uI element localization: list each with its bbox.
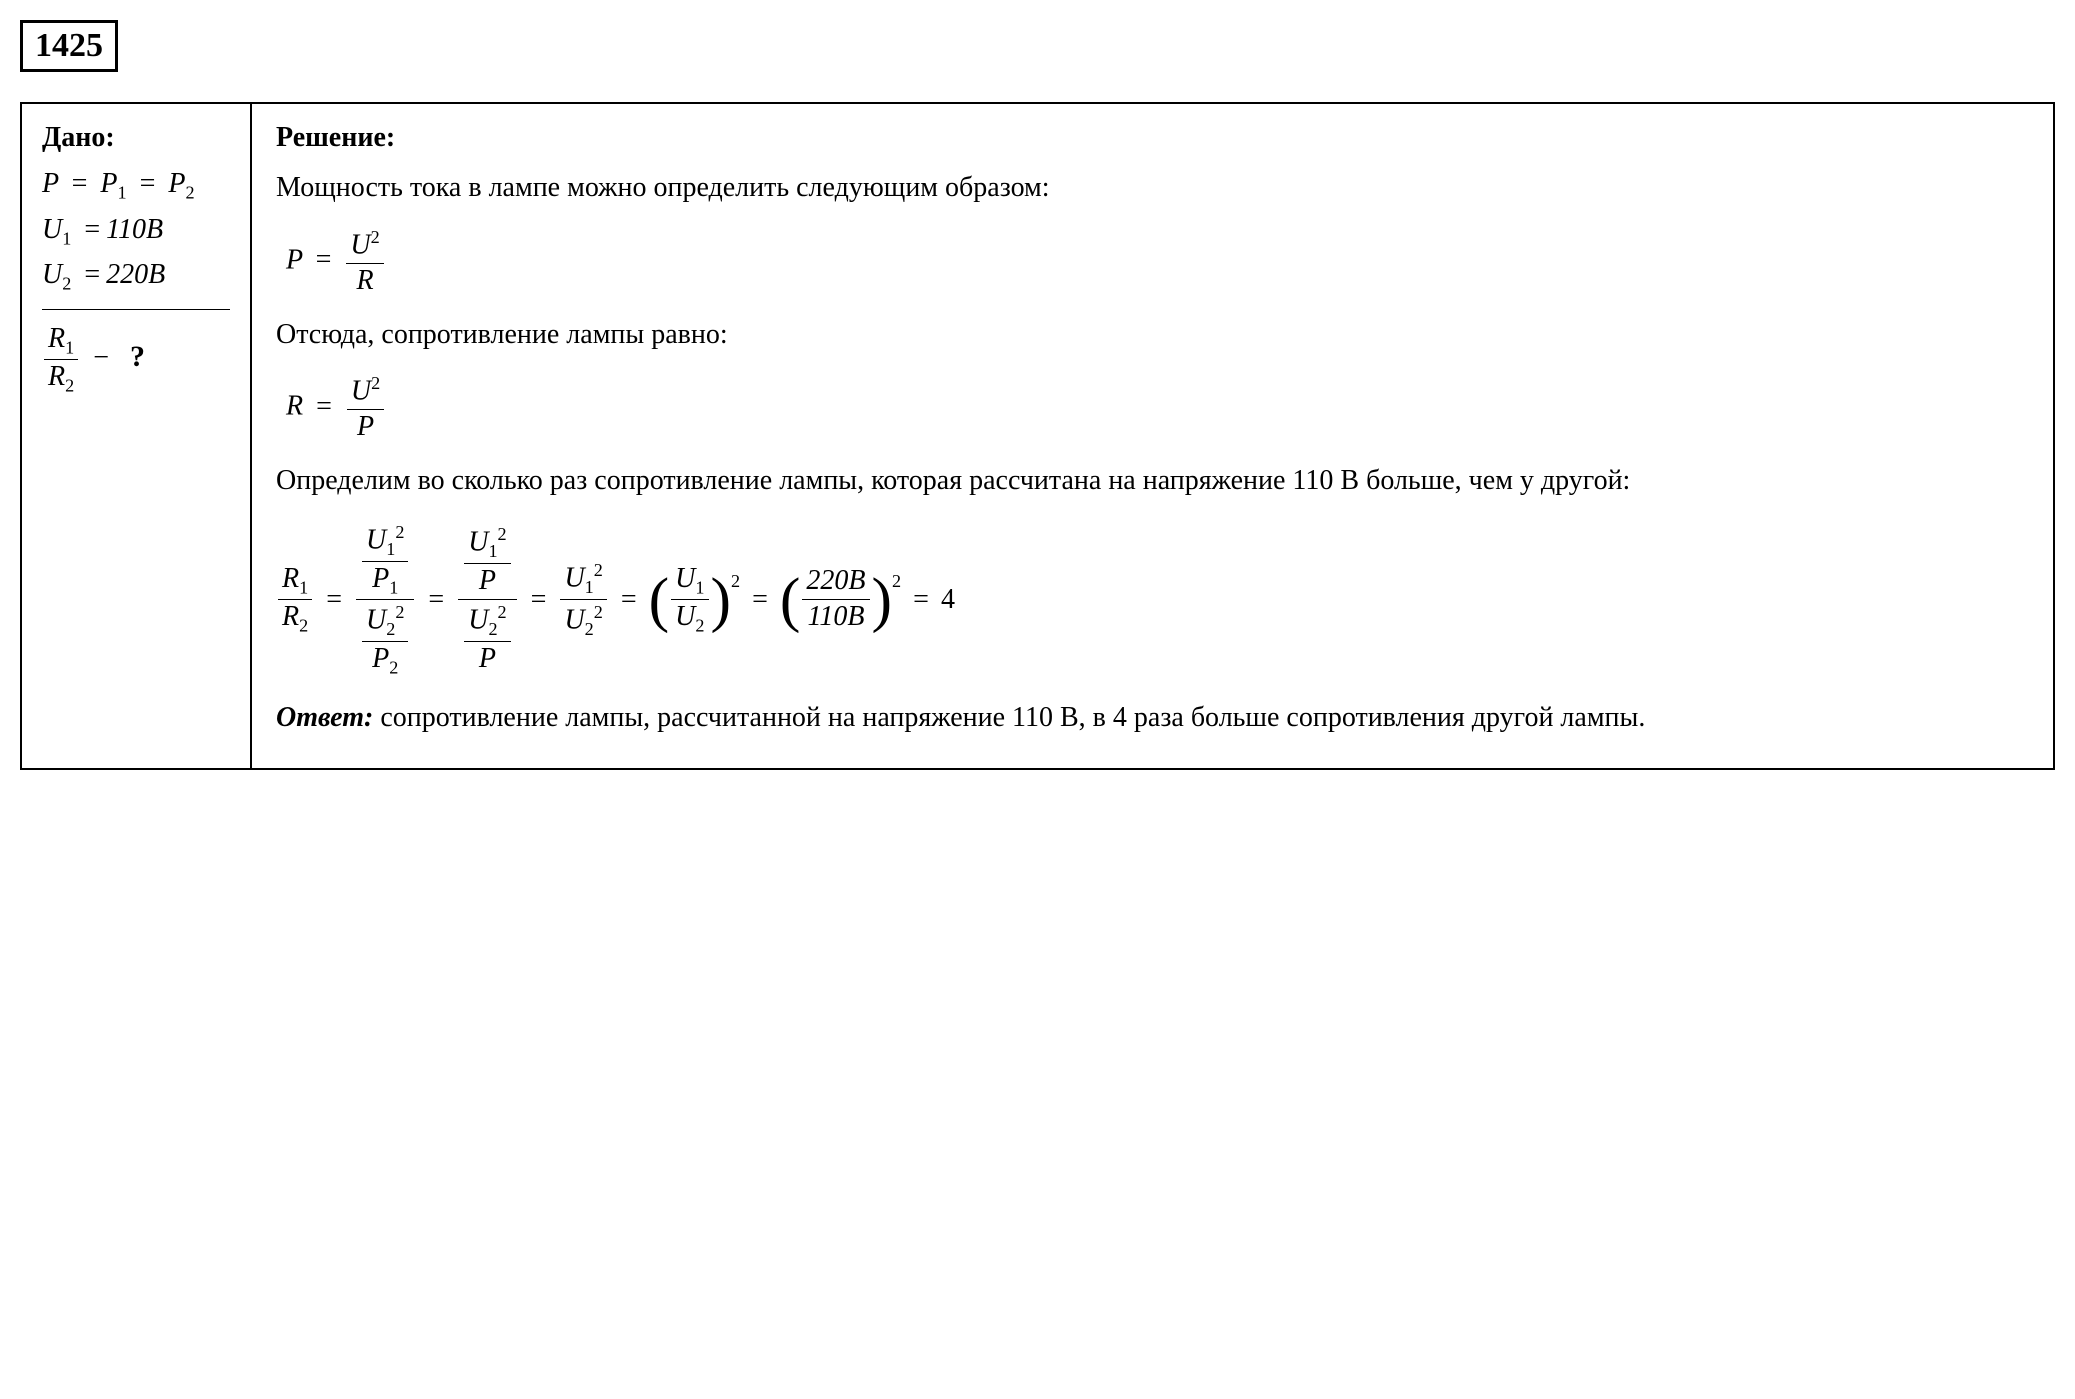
given-u1: U1 =110В bbox=[42, 214, 230, 250]
sub: 1 bbox=[585, 577, 594, 597]
var-P: P bbox=[479, 565, 496, 596]
solution-table: Дано: P = P1 = P2 U1 =110В U2 =220В R1 R… bbox=[20, 102, 2055, 770]
u2-unit: В bbox=[148, 259, 165, 290]
solution-column: Решение: Мощность тока в лампе можно опр… bbox=[252, 104, 2053, 768]
answer-text: сопротивление лампы, рассчитанной на нап… bbox=[373, 702, 1645, 733]
var-R2: R bbox=[282, 601, 299, 632]
var-U2: U bbox=[366, 605, 386, 636]
var-U1: U bbox=[366, 524, 386, 555]
given-heading: Дано: bbox=[42, 122, 230, 154]
sub-r2: 2 bbox=[299, 616, 308, 636]
var-U1: U bbox=[468, 527, 488, 558]
var-P1: P bbox=[372, 563, 389, 594]
var-U1: U bbox=[564, 563, 584, 594]
var-R1: R bbox=[48, 323, 65, 354]
var-U: U bbox=[350, 229, 370, 260]
sup: 2 bbox=[395, 522, 404, 542]
var-P: P bbox=[286, 244, 303, 275]
answer-label: Ответ: bbox=[276, 702, 373, 733]
formula-power: P = U2 R bbox=[286, 227, 2029, 297]
u2-value: 220 bbox=[106, 259, 148, 290]
given-u2: U2 =220В bbox=[42, 259, 230, 295]
sup: 2 bbox=[594, 560, 603, 580]
val-110: 110 bbox=[807, 601, 847, 632]
var-R: R bbox=[357, 265, 374, 296]
formula-ratio: R1 R2 = U12 P1 U22 P2 = bbox=[276, 522, 2029, 678]
var-U: U bbox=[351, 375, 371, 406]
var-P: P bbox=[479, 643, 496, 674]
var-R2: R bbox=[48, 361, 65, 392]
var-U1: U bbox=[42, 214, 62, 245]
sub: 1 bbox=[386, 539, 395, 559]
sub-r1: 1 bbox=[299, 577, 308, 597]
sub-r1: 1 bbox=[65, 337, 74, 357]
given-power-equality: P = P1 = P2 bbox=[42, 168, 230, 204]
sub-r2: 2 bbox=[65, 376, 74, 396]
unit-v: В bbox=[847, 601, 864, 632]
var-U2: U bbox=[42, 259, 62, 290]
solution-text-1: Мощность тока в лампе можно определить с… bbox=[276, 168, 2029, 209]
var-P2: P bbox=[168, 168, 185, 199]
formula-resistance: R = U2 P bbox=[286, 373, 2029, 443]
var-R1: R bbox=[282, 563, 299, 594]
var-P2: P bbox=[372, 643, 389, 674]
sup-2: 2 bbox=[371, 373, 380, 393]
question-mark: ? bbox=[130, 340, 145, 373]
sup: 2 bbox=[892, 571, 901, 592]
sup-2: 2 bbox=[371, 227, 380, 247]
var-U1: U bbox=[675, 563, 695, 594]
sub: 1 bbox=[389, 577, 398, 597]
given-divider bbox=[42, 309, 230, 310]
val-220: 220 bbox=[806, 565, 848, 596]
problem-number: 1425 bbox=[20, 20, 118, 72]
sup: 2 bbox=[498, 602, 507, 622]
given-find: R1 R2 − ? bbox=[42, 324, 230, 396]
sup: 2 bbox=[594, 602, 603, 622]
sub: 2 bbox=[389, 658, 398, 678]
sub-u1: 1 bbox=[62, 228, 71, 248]
solution-text-3: Определим во сколько раз сопротивление л… bbox=[276, 461, 2029, 502]
sub: 2 bbox=[695, 616, 704, 636]
sub-1: 1 bbox=[118, 183, 127, 203]
solution-heading: Решение: bbox=[276, 122, 2029, 154]
var-U2: U bbox=[564, 605, 584, 636]
sup: 2 bbox=[395, 602, 404, 622]
given-column: Дано: P = P1 = P2 U1 =110В U2 =220В R1 R… bbox=[22, 104, 252, 768]
var-U2: U bbox=[468, 605, 488, 636]
ratio-result: 4 bbox=[941, 584, 955, 616]
sub: 2 bbox=[488, 619, 497, 639]
sub: 1 bbox=[488, 541, 497, 561]
answer-line: Ответ: сопротивление лампы, рассчитанной… bbox=[276, 698, 2029, 739]
unit-v: В bbox=[848, 565, 865, 596]
sup: 2 bbox=[731, 571, 740, 592]
solution-text-2: Отсюда, сопротивление лампы равно: bbox=[276, 315, 2029, 356]
u1-value: 110 bbox=[106, 214, 146, 245]
var-P: P bbox=[357, 411, 374, 442]
sub: 2 bbox=[386, 619, 395, 639]
sub-2: 2 bbox=[186, 183, 195, 203]
sub: 2 bbox=[585, 619, 594, 639]
sub: 1 bbox=[695, 577, 704, 597]
u1-unit: В bbox=[146, 214, 163, 245]
var-U2: U bbox=[675, 601, 695, 632]
var-P1: P bbox=[100, 168, 117, 199]
var-P: P bbox=[42, 168, 59, 199]
sub-u2: 2 bbox=[62, 274, 71, 294]
var-R: R bbox=[286, 391, 303, 422]
sup: 2 bbox=[498, 524, 507, 544]
